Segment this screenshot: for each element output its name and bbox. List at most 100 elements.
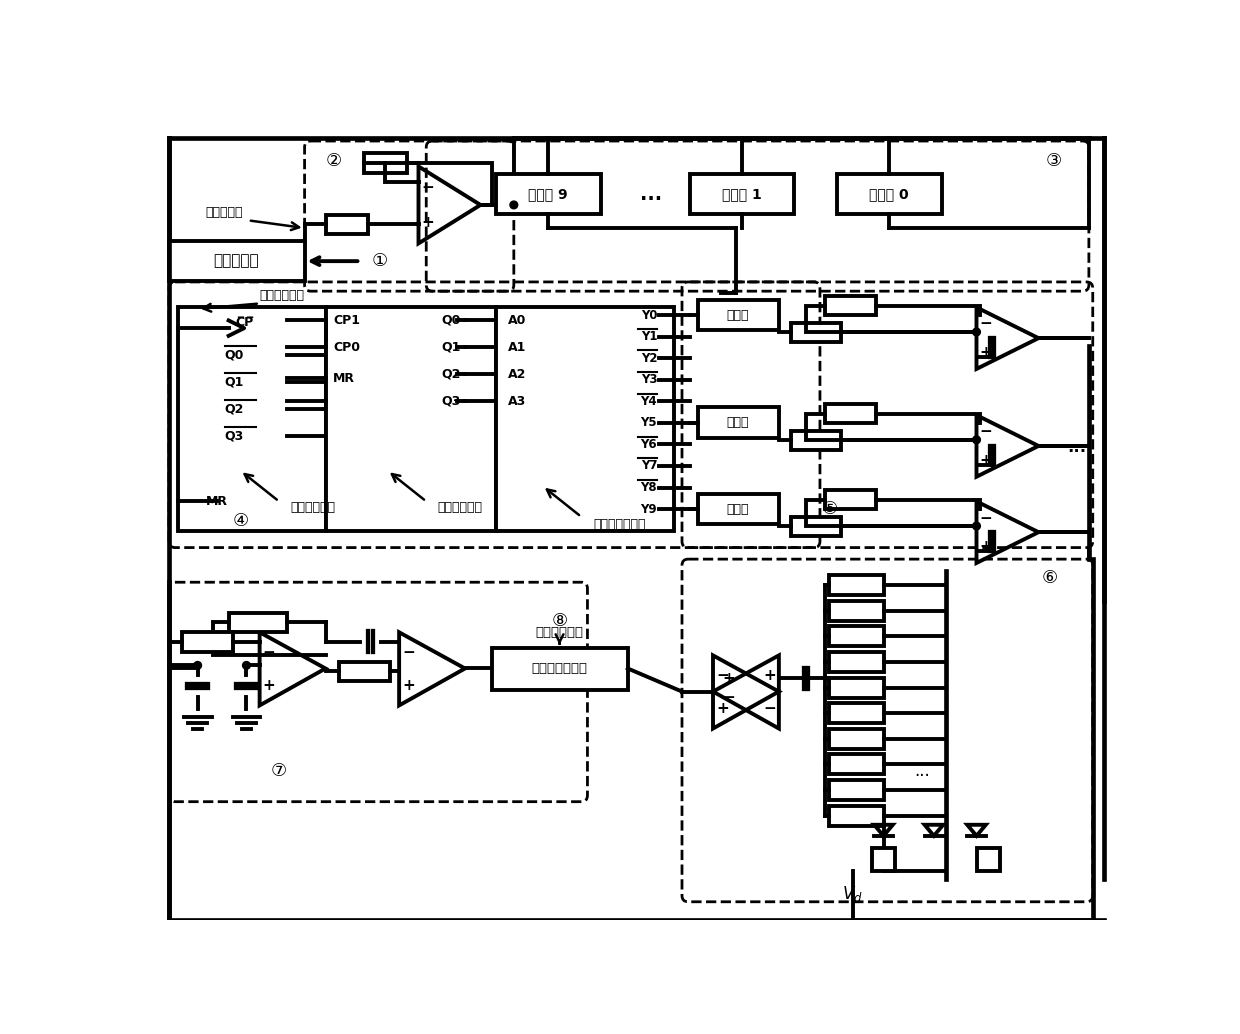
Text: Y2: Y2: [641, 352, 657, 365]
Text: 同步时钟信号: 同步时钟信号: [259, 288, 305, 302]
Text: 反相器: 反相器: [727, 308, 749, 322]
Text: +: +: [263, 678, 275, 693]
Bar: [169, 241, 305, 281]
Bar: [697, 407, 779, 438]
Text: 激励信号源: 激励信号源: [213, 253, 259, 269]
Bar: [697, 493, 779, 524]
Text: MR: MR: [206, 495, 228, 508]
Text: 反相器: 反相器: [727, 417, 749, 429]
Text: ①: ①: [372, 252, 388, 270]
Text: ⑧: ⑧: [552, 612, 568, 630]
Bar: [325, 215, 368, 234]
Bar: [837, 174, 941, 214]
Text: Q2: Q2: [224, 402, 244, 416]
Text: ③: ③: [1045, 152, 1063, 170]
Bar: [496, 307, 675, 530]
Text: Y6: Y6: [641, 438, 657, 451]
Text: +: +: [980, 453, 992, 467]
Bar: [791, 323, 841, 342]
Text: 二十进制译码器: 二十进制译码器: [593, 518, 645, 531]
Text: Q3: Q3: [224, 429, 244, 443]
Bar: [830, 703, 883, 723]
Bar: [830, 601, 883, 620]
Circle shape: [972, 522, 981, 529]
Circle shape: [510, 201, 518, 209]
Bar: [791, 430, 841, 450]
Text: ...: ...: [1068, 438, 1086, 456]
Text: Q3: Q3: [441, 395, 461, 407]
Text: Y8: Y8: [641, 481, 657, 494]
Text: Y1: Y1: [641, 330, 657, 343]
Bar: [179, 307, 325, 530]
Text: 传感器 9: 传感器 9: [528, 187, 568, 202]
Bar: [826, 296, 875, 315]
Text: CP1: CP1: [334, 314, 361, 327]
Text: −: −: [980, 511, 992, 525]
Bar: [830, 729, 883, 749]
Text: 传感器 1: 传感器 1: [722, 187, 761, 202]
Bar: [697, 300, 779, 331]
Text: 十进制计数器: 十进制计数器: [438, 501, 482, 514]
Text: C̅P̅: C̅P̅: [236, 316, 253, 329]
Text: −: −: [722, 691, 735, 705]
Bar: [492, 647, 627, 690]
Text: ⑥: ⑥: [1042, 570, 1058, 587]
Text: Q2: Q2: [441, 368, 461, 381]
Text: −: −: [715, 668, 729, 682]
Bar: [830, 754, 883, 774]
Bar: [830, 575, 883, 595]
Text: ②: ②: [325, 152, 341, 170]
Text: MR: MR: [334, 371, 355, 385]
Text: ...: ...: [914, 762, 930, 780]
Text: $V_d$: $V_d$: [842, 884, 863, 904]
Text: −: −: [263, 644, 275, 660]
Text: Q0: Q0: [441, 314, 461, 327]
Text: 正弦波信号: 正弦波信号: [206, 206, 243, 219]
Text: Y9: Y9: [641, 503, 657, 516]
Bar: [791, 517, 841, 536]
Text: +: +: [402, 678, 415, 693]
Text: +: +: [980, 344, 992, 360]
Bar: [977, 848, 999, 871]
Text: A2: A2: [507, 368, 526, 381]
Circle shape: [243, 662, 250, 669]
Bar: [365, 153, 407, 173]
Text: +: +: [422, 215, 434, 231]
Text: A0: A0: [507, 314, 526, 327]
Text: −: −: [422, 180, 434, 194]
Bar: [826, 490, 875, 509]
Bar: [689, 174, 795, 214]
Circle shape: [972, 328, 981, 336]
Text: A1: A1: [507, 341, 526, 354]
Bar: [496, 174, 600, 214]
Bar: [228, 613, 286, 632]
Bar: [830, 780, 883, 800]
Text: −: −: [980, 424, 992, 439]
Bar: [340, 662, 389, 680]
Text: −: −: [402, 644, 415, 660]
Bar: [325, 307, 496, 530]
Text: 二进制计数器: 二进制计数器: [290, 501, 336, 514]
Bar: [182, 632, 233, 651]
Bar: [830, 805, 883, 825]
Text: Q0: Q0: [224, 348, 244, 362]
Text: Y7: Y7: [641, 459, 657, 473]
Text: 采样时钟信号: 采样时钟信号: [536, 626, 584, 639]
Text: ...: ...: [640, 185, 662, 204]
Text: Q1: Q1: [224, 375, 244, 389]
Text: Y0: Y0: [641, 308, 657, 322]
Text: Y3: Y3: [641, 373, 657, 387]
Text: +: +: [722, 671, 735, 686]
Bar: [830, 651, 883, 671]
Text: −: −: [980, 316, 992, 332]
Text: +: +: [715, 701, 729, 717]
Text: Y5: Y5: [641, 417, 657, 429]
Bar: [830, 627, 883, 646]
Text: +: +: [980, 539, 992, 554]
Text: Q1: Q1: [441, 341, 461, 354]
Bar: [872, 848, 895, 871]
Text: CP0: CP0: [334, 341, 361, 354]
Text: Y4: Y4: [641, 395, 657, 407]
Circle shape: [193, 662, 201, 669]
Text: −: −: [763, 701, 776, 717]
